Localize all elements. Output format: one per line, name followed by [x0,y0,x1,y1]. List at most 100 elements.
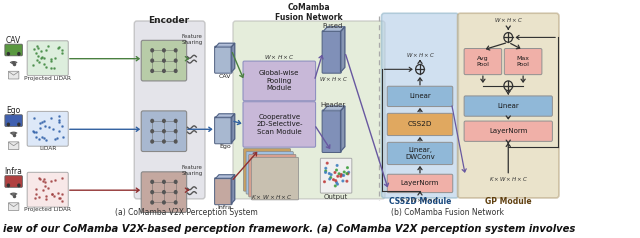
Circle shape [17,123,20,126]
Point [41,48,51,51]
FancyBboxPatch shape [8,142,19,149]
FancyBboxPatch shape [5,44,22,56]
Text: iew of our CoMamba V2X-based perception framework. (a) CoMamba V2X perception sy: iew of our CoMamba V2X-based perception … [3,224,575,234]
Circle shape [162,129,166,134]
Point [44,44,54,48]
Text: Fused: Fused [323,23,343,29]
Point [44,125,54,129]
Point [322,161,332,165]
Text: CoMamba
Fusion Network: CoMamba Fusion Network [275,3,343,22]
Point [31,135,42,139]
Point [57,124,67,127]
Point [53,129,63,133]
Point [30,196,40,199]
Point [33,195,44,199]
Text: Linear: Linear [409,93,431,99]
Circle shape [162,69,166,73]
Text: Global-wise
Pooling
Module: Global-wise Pooling Module [259,70,300,91]
Point [330,184,340,188]
FancyBboxPatch shape [249,154,296,197]
Point [28,63,38,67]
Text: Feature
Sharing: Feature Sharing [181,34,202,45]
Polygon shape [216,114,235,118]
Text: Linear,
DWConv: Linear, DWConv [405,147,435,160]
FancyBboxPatch shape [214,46,232,73]
Point [28,129,38,133]
Point [29,130,40,134]
Point [336,173,346,176]
Point [36,56,46,60]
Point [47,192,58,196]
FancyBboxPatch shape [134,21,205,199]
FancyBboxPatch shape [214,178,232,205]
Point [46,59,56,63]
Point [324,172,334,175]
Point [58,135,68,139]
Circle shape [150,139,154,144]
FancyBboxPatch shape [141,40,187,81]
Point [54,45,65,49]
Circle shape [173,200,178,205]
Point [339,170,349,174]
Text: (a) CoMamba V2X Perception System: (a) CoMamba V2X Perception System [115,208,258,217]
Point [46,179,56,183]
Text: LayerNorm: LayerNorm [489,128,527,134]
FancyBboxPatch shape [458,13,559,198]
Point [38,56,49,60]
Point [41,194,51,198]
Text: CAV: CAV [219,74,231,79]
Point [53,191,63,195]
Circle shape [150,69,154,73]
Point [321,166,331,170]
Point [37,120,47,124]
Point [332,182,342,186]
FancyBboxPatch shape [27,41,68,76]
Point [328,178,339,182]
Point [49,67,60,70]
Circle shape [150,200,154,205]
Text: Projected LiDAR: Projected LiDAR [24,207,71,212]
Point [54,196,65,200]
FancyBboxPatch shape [464,49,502,75]
Circle shape [150,190,154,194]
Point [34,176,44,180]
FancyBboxPatch shape [321,158,352,193]
Polygon shape [216,43,235,47]
Point [332,181,342,184]
Point [32,44,42,48]
Point [33,46,43,50]
Point [39,119,49,123]
Point [38,62,49,66]
FancyBboxPatch shape [322,31,341,73]
Text: Header: Header [320,102,345,108]
Point [333,174,343,178]
Text: LiDAR: LiDAR [39,146,56,151]
Point [57,48,67,52]
Circle shape [6,123,10,126]
Circle shape [150,180,154,184]
Point [39,136,49,140]
Circle shape [17,52,20,56]
Text: GP Module: GP Module [485,197,532,206]
Circle shape [150,58,154,63]
Circle shape [173,48,178,53]
Point [54,196,65,200]
FancyBboxPatch shape [243,61,316,101]
Polygon shape [323,27,345,32]
Point [324,177,335,181]
FancyBboxPatch shape [322,110,341,153]
Text: $K \times W \times H \times C$: $K \times W \times H \times C$ [252,193,293,201]
Text: $W \times H \times C$: $W \times H \times C$ [264,53,294,61]
Point [29,47,39,51]
Point [31,192,42,195]
Point [343,172,353,176]
Point [34,137,44,141]
Point [321,171,331,174]
FancyBboxPatch shape [141,172,187,213]
Point [58,51,68,55]
Text: Infra: Infra [218,205,232,210]
FancyBboxPatch shape [387,142,452,164]
Circle shape [6,183,10,187]
FancyBboxPatch shape [8,71,19,79]
Point [35,127,45,130]
